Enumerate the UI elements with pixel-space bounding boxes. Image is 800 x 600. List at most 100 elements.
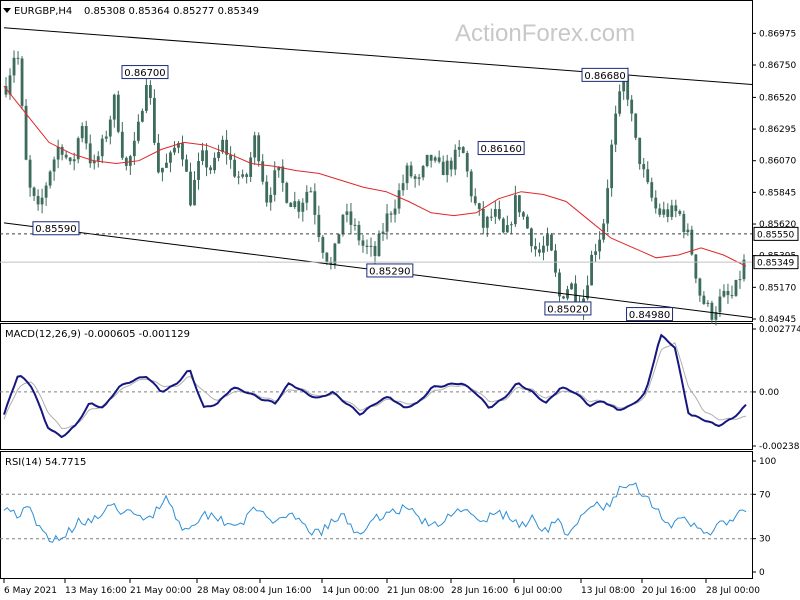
candle-body	[702, 295, 706, 304]
candle-body	[538, 249, 541, 253]
candle-body	[72, 159, 76, 162]
candle-series	[4, 50, 746, 326]
candle-body	[257, 135, 261, 162]
candle-body	[52, 159, 56, 172]
candle-body	[8, 75, 12, 95]
candle-body	[104, 136, 108, 139]
candle-body	[305, 191, 309, 203]
candle-body	[4, 86, 8, 95]
candle-body	[181, 143, 184, 160]
macd-lines	[0, 333, 752, 439]
candle-body	[245, 174, 249, 177]
time-tick-label: 20 Jul 16:00	[642, 586, 696, 596]
candle-body	[441, 161, 445, 176]
price-tick-label: 0.85845	[759, 188, 796, 198]
candle-body	[189, 171, 192, 206]
candle-body	[526, 216, 529, 229]
annotation-label: 0.86680	[584, 71, 625, 82]
candle-body	[132, 140, 136, 157]
candle-body	[313, 191, 317, 215]
chart-symbol: EURGBP,H4	[14, 6, 72, 17]
candle-body	[634, 113, 638, 138]
candle-body	[505, 225, 509, 233]
candle-body	[197, 161, 200, 180]
candle-body	[357, 224, 361, 241]
time-tick-label: 6 May 2021	[4, 586, 57, 596]
candle-body	[509, 224, 513, 226]
candle-body	[694, 254, 698, 279]
candle-body	[309, 191, 313, 193]
rsi-line	[3, 482, 747, 543]
candle-body	[161, 167, 164, 173]
candle-body	[36, 195, 40, 205]
price-label-text: 0.85349	[757, 259, 794, 269]
time-tick-label: 28 Jun 16:00	[451, 586, 508, 596]
annotation-box	[581, 67, 629, 82]
candle-body	[337, 234, 341, 244]
price-label-box	[753, 255, 799, 270]
price-annotation: 0.85590	[32, 221, 80, 236]
time-tick-label: 4 Jun 16:00	[260, 586, 312, 596]
candle-body	[321, 236, 325, 253]
candle-body	[64, 154, 68, 158]
candle-body	[217, 151, 220, 158]
annotation-label: 0.85020	[547, 304, 588, 315]
time-tick-label: 21 May 00:00	[130, 586, 192, 596]
candle-body	[157, 142, 160, 173]
candle-body	[606, 188, 610, 224]
candle-body	[698, 278, 702, 296]
candle-body	[237, 176, 241, 178]
candle-body	[674, 205, 678, 212]
candle-body	[80, 126, 84, 139]
rsi-label: RSI(14) 54.7715	[5, 457, 86, 468]
candle-body	[209, 167, 212, 171]
candle-body	[670, 205, 674, 217]
candle-body	[722, 290, 726, 297]
candle-body	[530, 228, 533, 247]
candle-body	[405, 165, 409, 184]
candle-body	[610, 144, 614, 189]
candle-body	[393, 208, 397, 215]
candle-body	[273, 170, 277, 195]
time-tick-label: 13 May 16:00	[65, 586, 127, 596]
price-label-box	[753, 226, 799, 241]
candle-body	[277, 166, 281, 171]
candle-body	[177, 143, 180, 148]
candle-body	[108, 119, 112, 137]
price-annotation: 0.86680	[581, 67, 629, 82]
candle-body	[718, 296, 722, 313]
candle-body	[517, 195, 521, 213]
candle-body	[550, 234, 553, 251]
candle-body	[253, 135, 257, 158]
macd-tick-label: -0.002383	[759, 442, 800, 452]
time-tick-label: 13 Jul 08:00	[581, 586, 635, 596]
annotation-label: 0.86700	[124, 68, 165, 79]
candle-body	[289, 202, 293, 207]
candle-body	[349, 211, 353, 225]
candle-body	[622, 75, 626, 92]
dropdown-triangle-icon[interactable]	[3, 8, 11, 13]
candle-body	[269, 194, 273, 203]
time-tick-label: 6 Jul 00:00	[514, 586, 563, 596]
candle-body	[225, 139, 229, 155]
annotation-box	[121, 65, 169, 80]
candle-body	[421, 166, 425, 178]
price-tick-label: 0.85170	[759, 283, 796, 293]
candle-body	[201, 150, 204, 162]
candle-body	[521, 212, 525, 217]
candle-body	[301, 202, 305, 212]
annotation-box	[366, 263, 414, 278]
rsi-tick-label: 100	[759, 457, 776, 467]
macd-main-line	[3, 333, 747, 439]
candle-body	[48, 171, 52, 186]
candle-body	[734, 280, 738, 296]
candle-body	[513, 195, 517, 225]
candle-body	[56, 146, 60, 160]
price-tick-label: 0.84945	[759, 315, 796, 325]
macd-tick-label: 0.00	[759, 388, 779, 398]
candle-body	[738, 279, 742, 281]
candle-body	[614, 113, 618, 145]
candle-body	[353, 224, 357, 226]
annotation-box	[32, 221, 80, 236]
